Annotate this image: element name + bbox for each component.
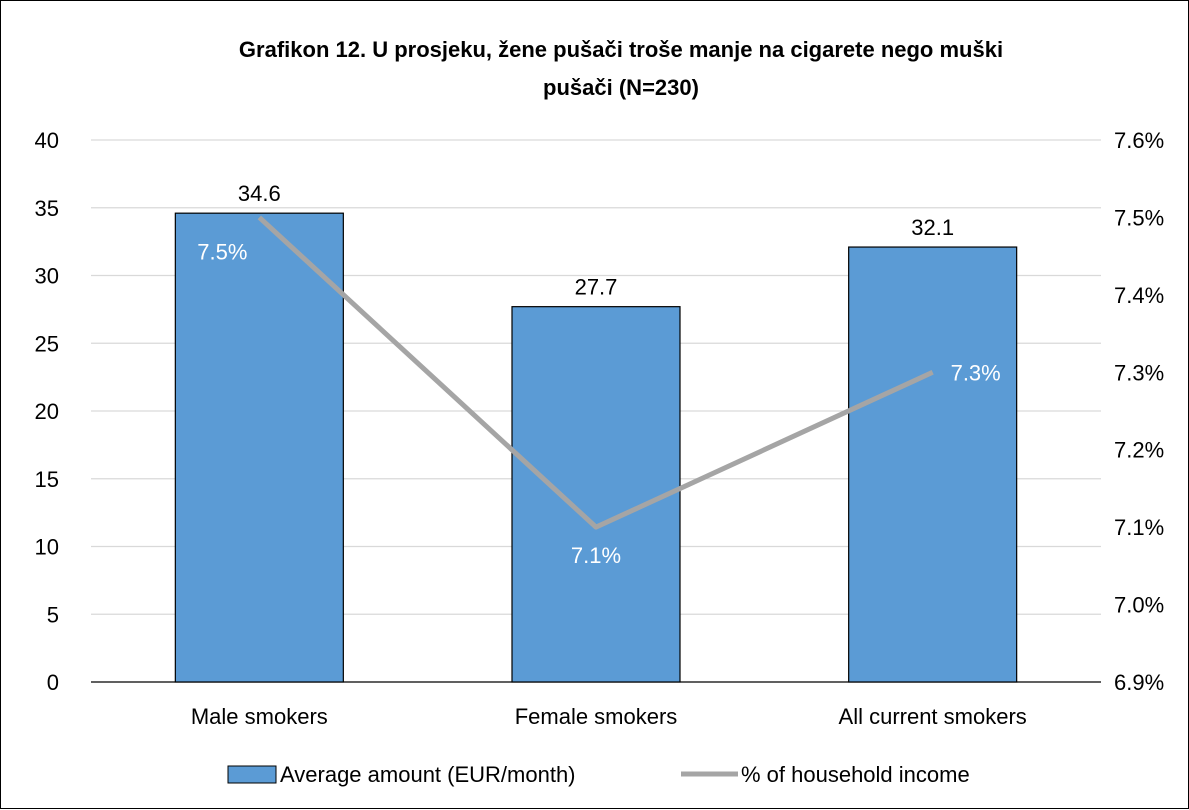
left-tick-label: 25 (35, 331, 59, 356)
right-tick-label: 7.2% (1114, 438, 1164, 463)
legend-bar-label: Average amount (EUR/month) (280, 762, 576, 787)
bar-data-label: 34.6 (238, 181, 281, 206)
chart-title-line1: Grafikon 12. U prosjeku, žene pušači tro… (239, 37, 1003, 62)
left-tick-label: 20 (35, 399, 59, 424)
right-tick-label: 7.4% (1114, 283, 1164, 308)
category-label: Female smokers (515, 704, 678, 729)
left-tick-label: 15 (35, 467, 59, 492)
line-data-label: 7.3% (951, 360, 1001, 385)
bar-data-label: 32.1 (911, 215, 954, 240)
line-data-label: 7.5% (197, 239, 247, 264)
left-tick-label: 5 (47, 602, 59, 627)
bar-data-label: 27.7 (575, 275, 618, 300)
right-tick-label: 7.5% (1114, 205, 1164, 230)
left-tick-label: 0 (47, 670, 59, 695)
category-label: Male smokers (191, 704, 328, 729)
right-tick-label: 7.0% (1114, 593, 1164, 618)
right-tick-label: 6.9% (1114, 670, 1164, 695)
right-tick-label: 7.1% (1114, 515, 1164, 540)
right-axis-ticks: 6.9% 7.0% 7.1% 7.2% 7.3% 7.4% 7.5% 7.6% (1114, 128, 1164, 695)
chart-title-line2: pušači (N=230) (543, 75, 699, 100)
bar (175, 213, 343, 682)
right-tick-label: 7.3% (1114, 360, 1164, 385)
legend: Average amount (EUR/month) % of househol… (228, 762, 970, 787)
right-tick-label: 7.6% (1114, 128, 1164, 153)
left-tick-label: 10 (35, 535, 59, 560)
legend-line-label: % of household income (741, 762, 970, 787)
left-tick-label: 30 (35, 264, 59, 289)
left-axis-ticks: 0 5 10 15 20 25 30 35 40 (35, 128, 59, 695)
bar (512, 307, 680, 682)
bar (849, 247, 1017, 682)
category-labels: Male smokers Female smokers All current sm… (191, 704, 1027, 729)
legend-bar-swatch (228, 766, 276, 783)
category-label: All current smokers (839, 704, 1027, 729)
left-tick-label: 35 (35, 196, 59, 221)
left-tick-label: 40 (35, 128, 59, 153)
line-data-label: 7.1% (571, 543, 621, 568)
